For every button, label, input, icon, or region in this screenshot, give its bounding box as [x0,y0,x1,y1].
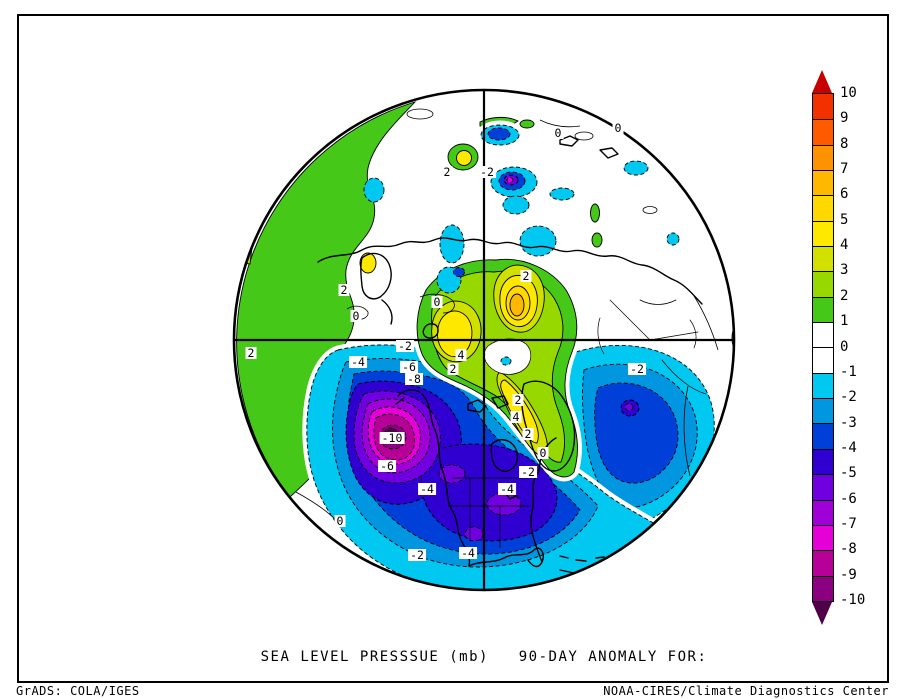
small-anomaly-patches-shape [519,225,557,257]
small-anomaly-patches-shape [456,150,472,166]
colorbar-tick-label: -1 [840,363,857,380]
coastlines-shape [395,389,421,405]
coastlines-shape [447,477,531,549]
zero-contours-shape [406,108,434,120]
coastlines-shape [639,299,697,349]
credit-noaa: NOAA-CIRES/Climate Diagnostics Center [603,684,889,698]
colorbar-tick-label: 4 [840,237,849,254]
coastlines-shape [491,395,509,409]
colorbar-segment-6to7 [813,170,833,196]
small-anomaly-patches-shape [731,326,734,350]
colorbar-segment--2to-1 [813,372,833,399]
polar-high-region-shape [437,310,473,358]
colorbar-tick-label: -2 [840,389,857,406]
coastlines-shape [360,252,392,300]
colorbar-tick-label: 3 [840,262,849,279]
colorbar-arrow-bottom [812,602,832,625]
colorbar-segment-8to9 [813,119,833,145]
colorbar-segment-9to10 [813,94,833,120]
pacific-low-region-shape [438,464,466,484]
colorbar-tick-label: 7 [840,161,849,178]
coastlines-shape [381,299,393,325]
colorbar-segment--3to-2 [813,398,833,424]
chart-title-line1: SEA LEVEL PRESSSUE (mb) 90-DAY ANOMALY F… [260,649,708,665]
colorbar-segment--9to-8 [813,550,833,576]
colorbar-segment-1to2 [813,296,833,323]
colorbar-tick-label: 5 [840,211,849,228]
colorbar-tick-label: -6 [840,490,857,507]
zero-contours-shape [574,131,594,141]
map-boundary-circle [232,88,736,592]
atlantic-low-region-shape [594,382,679,484]
small-anomaly-patches-shape [549,187,575,201]
coastlines-shape [422,323,439,339]
zero-contours-shape [642,206,658,214]
colorbar-segment-7to8 [813,144,833,171]
coastlines-shape [490,439,519,472]
colorbar-segment--8to-7 [813,524,833,551]
small-anomaly-patches-shape [591,232,603,248]
colorbar-tick-label: -7 [840,515,857,532]
colorbar-tick-label: -10 [840,592,866,608]
pacific-low-region-shape [464,526,484,542]
small-anomaly-patches-shape [666,232,680,246]
coastlines-shape [559,135,619,159]
colorbar-segment-2to3 [813,271,833,297]
chart-title: SEA LEVEL PRESSSUE (mb) 90-DAY ANOMALY F… [261,615,708,699]
small-anomaly-patches-shape [506,177,514,183]
colorbar-bar [812,93,834,602]
zero-contours-shape [419,293,455,314]
small-anomaly-patches-shape [519,119,535,129]
small-anomaly-patches-shape [500,356,512,366]
colorbar-segment--6to-5 [813,474,833,500]
colorbar-tick-label: -3 [840,414,857,431]
colorbar-segment-3to4 [813,246,833,272]
colorbar-segment--5to-4 [813,448,833,475]
colorbar-tick-label: 2 [840,287,849,304]
colorbar-tick-label: 9 [840,110,849,127]
colorbar-tick-label: 6 [840,186,849,203]
colorbar-tick-label: -5 [840,465,857,482]
colorbar-segment-5to6 [813,195,833,221]
zero-contours-shape [693,295,719,351]
zero-contours-shape [539,119,581,128]
small-anomaly-patches-shape [487,127,511,141]
colorbar-tick-label: 8 [840,135,849,152]
colorbar-segment-0to1 [813,322,833,348]
coastlines-shape [317,237,703,305]
colorbar-tick-label: 0 [840,338,849,355]
colorbar-tick-label: 10 [840,85,857,101]
coastlines-shape [468,547,544,568]
colorbar-segment--7to-6 [813,499,833,525]
colorbar-tick-label: 1 [840,313,849,330]
small-anomaly-patches-shape [590,203,600,223]
coastlines-shape [421,393,471,567]
pacific-low-region-shape [384,427,398,441]
colorbar-segment--10to-9 [813,575,833,601]
credit-grads: GrADS: COLA/IGES [16,684,140,698]
colorbar-segment--1to0 [813,347,833,373]
colorbar-tick-label: -9 [840,566,857,583]
coastlines-shape [597,299,707,395]
colorbar-legend: 10 9 8 7 6 5 4 3 2 1 0 -1 -2 -3 -4 -5 -6 -7 -8 -9 -10 [806,62,901,642]
polar-high-region-shape [509,293,525,317]
small-anomaly-patches-shape [439,224,465,264]
small-anomaly-patches-shape [453,267,465,277]
small-anomaly-patches-shape [623,160,649,176]
small-anomaly-patches-shape [363,177,385,203]
colorbar-segment-4to5 [813,220,833,247]
colorbar-tick-label: -8 [840,541,857,558]
small-anomaly-patches-shape [502,195,530,215]
plot-frame-border [17,14,889,683]
coastlines-shape [559,555,605,574]
colorbar-segment--4to-3 [813,423,833,449]
zero-contours-shape [295,491,337,521]
atlantic-low-region-shape [624,403,634,411]
rim-ridge-region-shape [359,252,377,274]
colorbar-tick-label: -4 [840,439,857,456]
zero-contours-shape [683,385,691,477]
colorbar-arrow-top [812,70,832,93]
